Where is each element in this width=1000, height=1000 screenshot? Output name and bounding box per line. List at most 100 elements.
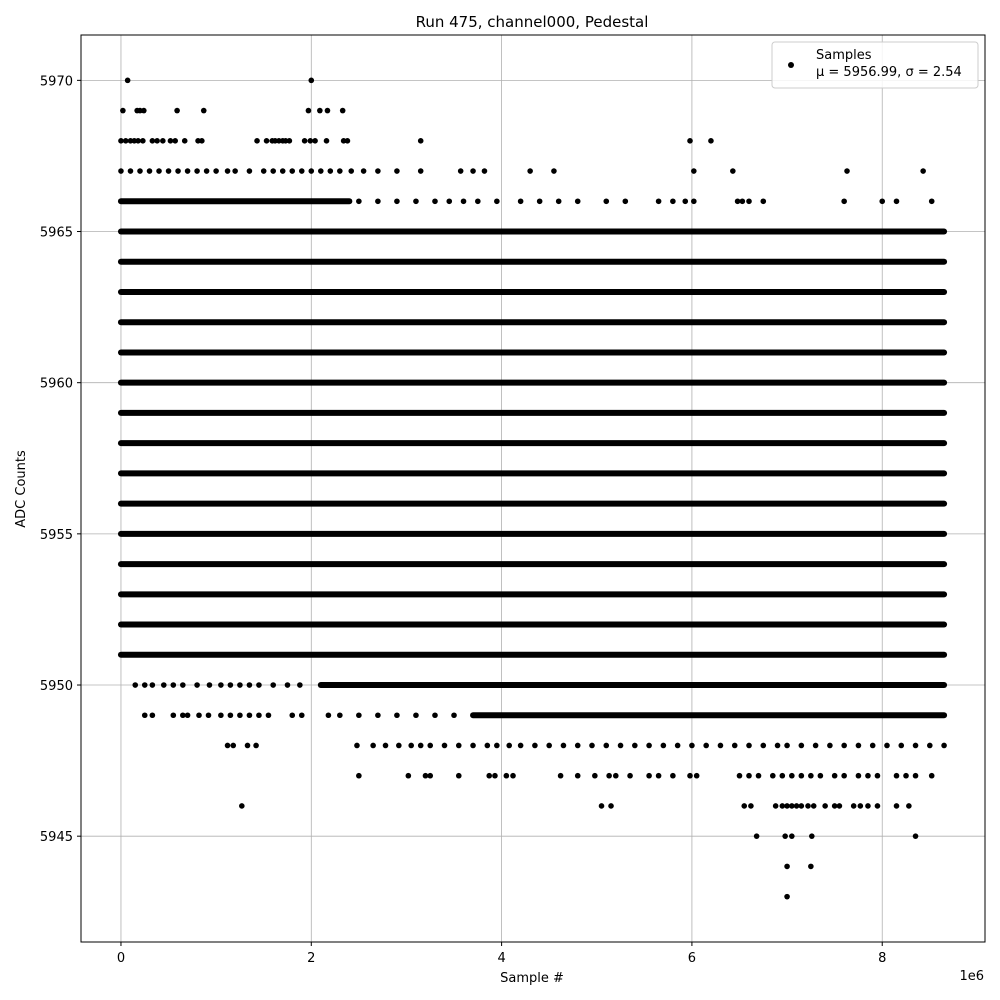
data-point — [855, 772, 862, 779]
data-point — [132, 682, 139, 688]
data-point — [746, 742, 752, 749]
data-point — [156, 168, 162, 174]
data-point — [199, 138, 205, 144]
y-tick-label: 5960 — [40, 377, 73, 392]
data-point — [394, 198, 400, 205]
data-point — [194, 168, 200, 174]
data-point — [912, 742, 919, 749]
data-point — [831, 803, 838, 809]
data-point — [822, 803, 828, 809]
data-point — [263, 138, 270, 144]
data-point — [646, 742, 652, 749]
data-point — [510, 772, 516, 779]
data-point — [427, 742, 434, 749]
data-point — [118, 138, 124, 144]
data-point — [354, 742, 360, 749]
data-point — [137, 168, 143, 174]
data-point — [194, 682, 200, 688]
data-point — [356, 712, 362, 719]
data-point — [413, 712, 419, 719]
data-point — [779, 772, 786, 779]
y-tick-label: 5955 — [40, 528, 73, 543]
data-point — [660, 742, 667, 749]
data-point — [809, 833, 815, 839]
data-point — [527, 168, 533, 174]
data-point — [798, 803, 805, 809]
data-point — [731, 742, 738, 749]
data-point — [413, 198, 419, 205]
data-point — [149, 712, 156, 719]
data-point — [769, 772, 776, 779]
data-point — [760, 198, 767, 205]
data-point — [237, 682, 243, 688]
data-point — [741, 803, 748, 809]
data-point — [646, 772, 652, 779]
data-point — [270, 168, 277, 174]
data-point — [589, 742, 595, 749]
data-point — [941, 742, 947, 749]
data-point — [246, 682, 253, 688]
data-point — [441, 742, 448, 749]
legend: Samples μ = 5956.99, σ = 2.54 — [771, 41, 979, 89]
data-point — [603, 742, 610, 749]
data-point — [617, 742, 624, 749]
data-point — [746, 772, 752, 779]
data-point — [224, 168, 231, 174]
data-point — [812, 742, 819, 749]
data-point — [687, 138, 693, 144]
data-point — [655, 198, 662, 205]
data-point — [574, 742, 581, 749]
data-point — [339, 107, 346, 114]
data-point — [246, 712, 253, 719]
data-point — [160, 682, 167, 688]
data-point — [317, 168, 324, 174]
data-point — [455, 772, 462, 779]
data-point — [689, 742, 695, 749]
data-point — [492, 772, 498, 779]
data-point — [670, 772, 676, 779]
data-point — [446, 198, 453, 205]
legend-marker — [788, 62, 794, 68]
data-point — [118, 168, 124, 174]
data-point — [149, 682, 156, 688]
data-point — [360, 168, 367, 174]
data-point — [124, 77, 131, 84]
data-point — [486, 772, 493, 779]
data-point — [865, 803, 871, 809]
data-point — [810, 803, 817, 809]
data-point — [898, 742, 905, 749]
data-point — [691, 168, 697, 174]
data-point — [687, 772, 693, 779]
data-point — [555, 198, 562, 205]
data-point — [417, 742, 424, 749]
data-point — [592, 772, 598, 779]
data-point — [841, 772, 847, 779]
data-point — [337, 168, 343, 174]
data-point — [348, 168, 355, 174]
data-point — [808, 772, 814, 779]
data-point — [691, 198, 697, 205]
data-point — [841, 198, 847, 205]
data-point — [127, 168, 134, 174]
data-point — [789, 803, 795, 809]
data-point — [893, 772, 900, 779]
legend-label: Samples — [816, 48, 872, 63]
data-point — [836, 803, 843, 809]
data-point — [301, 138, 308, 144]
data-point — [717, 742, 724, 749]
data-point — [239, 803, 245, 809]
data-point — [356, 772, 362, 779]
data-point — [517, 198, 524, 205]
data-point — [903, 772, 909, 779]
data-point — [432, 198, 438, 205]
data-point — [284, 682, 291, 688]
data-point — [323, 138, 330, 144]
data-point — [755, 772, 762, 779]
data-point — [879, 198, 886, 205]
data-point — [865, 772, 871, 779]
data-point — [196, 712, 202, 719]
data-point — [356, 198, 362, 205]
data-point — [457, 168, 464, 174]
